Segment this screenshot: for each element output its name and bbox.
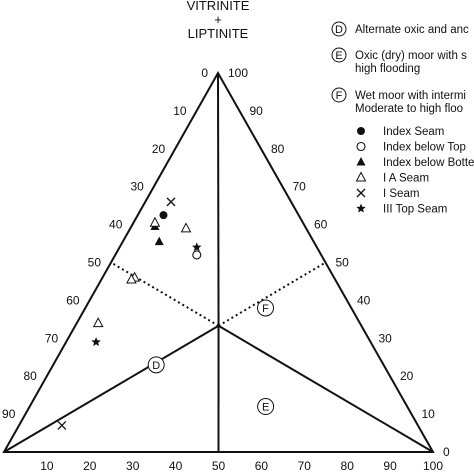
zone-labels: D E F bbox=[147, 299, 275, 416]
legend-zone-text: Oxic (dry) moor with s bbox=[355, 50, 467, 62]
zone-f-circle bbox=[257, 299, 274, 317]
bottom-tick-label: 50 bbox=[212, 459, 226, 473]
legend-zone-letter: F bbox=[336, 90, 343, 102]
zone-d-label: D bbox=[152, 360, 160, 372]
legend-series-label: I Seam bbox=[383, 188, 419, 200]
legend-marker-filled-circle bbox=[357, 127, 365, 135]
divider-left bbox=[3, 324, 220, 453]
apex-title: VITRINITE+LIPTINITE bbox=[187, 0, 250, 41]
title-line: VITRINITE bbox=[187, 0, 250, 13]
legend: D Alternate oxic and anc E Oxic (dry) moor … bbox=[331, 21, 474, 216]
data-point-star bbox=[91, 337, 101, 347]
divider-dotted-right bbox=[218, 261, 327, 327]
zone-e-label: E bbox=[262, 402, 269, 414]
bottom-tick-label: 80 bbox=[341, 459, 355, 473]
legend-zone-circle bbox=[331, 87, 347, 103]
zone-e-circle bbox=[257, 398, 275, 416]
right-tick-label: 70 bbox=[293, 180, 307, 194]
left-tick-label: 10 bbox=[173, 104, 187, 118]
left-tick-label: 30 bbox=[130, 180, 144, 194]
bottom-tick-label: 90 bbox=[383, 459, 397, 473]
data-point-cross bbox=[57, 421, 67, 430]
legend-marker-cross bbox=[356, 188, 366, 198]
zone-dividers bbox=[3, 72, 434, 453]
data-point-filled-triangle bbox=[154, 236, 164, 246]
right-tick-label: 0 bbox=[443, 445, 450, 459]
right-tick-label: 40 bbox=[357, 293, 371, 307]
legend-series-label: Index below Botte bbox=[383, 157, 474, 169]
legend-marker-star bbox=[356, 203, 366, 213]
bottom-tick-label: 10 bbox=[40, 459, 54, 473]
data-point-open-triangle bbox=[126, 273, 137, 284]
data-points bbox=[57, 197, 202, 430]
left-tick-label: 90 bbox=[2, 407, 16, 421]
left-tick-label: 20 bbox=[152, 142, 166, 156]
left-tick-label: 70 bbox=[45, 331, 59, 345]
bottom-tick-label: 100 bbox=[423, 459, 443, 473]
right-tick-label: 10 bbox=[422, 407, 436, 421]
left-tick-label: 50 bbox=[88, 256, 102, 270]
bottom-tick-label: 60 bbox=[255, 459, 269, 473]
bottom-tick-label: 20 bbox=[83, 459, 97, 473]
right-tick-label: 60 bbox=[314, 218, 328, 232]
legend-series-label: I A Seam bbox=[383, 173, 429, 185]
right-tick-label: 80 bbox=[271, 142, 285, 156]
right-tick-label: 50 bbox=[336, 256, 350, 270]
data-point-open-triangle bbox=[149, 216, 161, 227]
legend-marker-open-circle bbox=[356, 141, 366, 152]
left-tick-label: 80 bbox=[23, 369, 37, 383]
divider-dotted-left bbox=[110, 261, 220, 327]
axis-ticks: 0102030405060708090100908070605040302010… bbox=[2, 66, 450, 473]
data-point-filled-circle bbox=[159, 211, 168, 220]
legend-zone-circle bbox=[331, 47, 347, 63]
legend-zone-letter: D bbox=[335, 24, 343, 36]
legend-zone-text: Wet moor with intermi bbox=[355, 90, 466, 102]
divider-right bbox=[218, 324, 434, 453]
title-line: + bbox=[214, 12, 222, 27]
legend-zone-text: Alternate oxic and anc bbox=[355, 24, 469, 36]
legend-series-label: Index Seam bbox=[383, 126, 444, 138]
data-point-open-triangle bbox=[180, 222, 192, 233]
data-point-open-triangle bbox=[92, 317, 104, 328]
bottom-tick-label: 40 bbox=[169, 459, 183, 473]
legend-series-label: III Top Seam bbox=[383, 204, 447, 216]
bottom-tick-label: 70 bbox=[298, 459, 312, 473]
right-tick-label: 30 bbox=[379, 331, 393, 345]
left-tick-label: 40 bbox=[109, 218, 123, 232]
right-tick-label: 90 bbox=[250, 104, 264, 118]
left-tick-label: 60 bbox=[66, 293, 80, 307]
data-point-cross bbox=[166, 197, 176, 207]
title-line: LIPTINITE bbox=[188, 26, 249, 41]
zone-d-circle bbox=[147, 356, 165, 374]
legend-zone-letter: E bbox=[335, 50, 342, 62]
divider-vertical bbox=[217, 72, 220, 326]
legend-zone-text: high flooding bbox=[355, 63, 420, 75]
zone-f-label: F bbox=[262, 303, 269, 315]
right-tick-label: 100 bbox=[228, 66, 248, 80]
bottom-tick-label: 30 bbox=[126, 459, 140, 473]
left-tick-label: 0 bbox=[201, 66, 208, 80]
legend-series-label: Index below Top bbox=[383, 142, 466, 154]
legend-marker-filled-triangle bbox=[356, 157, 366, 166]
legend-marker-open-triangle bbox=[355, 171, 367, 182]
legend-zone-text: Moderate to high floo bbox=[355, 103, 463, 115]
right-tick-label: 20 bbox=[400, 369, 414, 383]
legend-zone-circle bbox=[331, 21, 347, 37]
data-point-open-circle bbox=[192, 250, 202, 260]
data-point-star bbox=[192, 242, 202, 252]
